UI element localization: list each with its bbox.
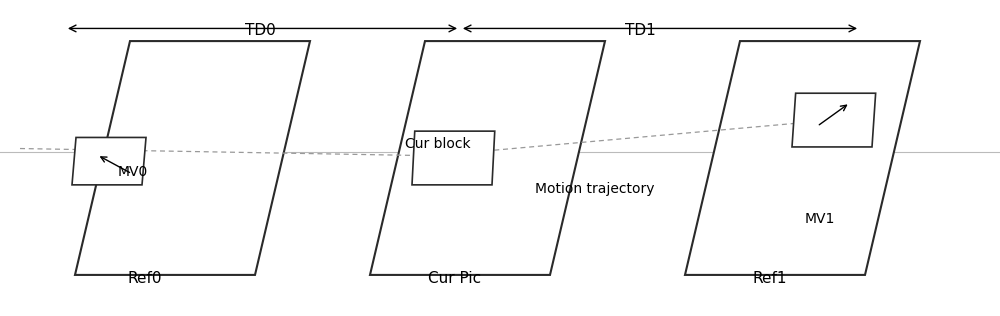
Text: Ref0: Ref0 <box>128 271 162 286</box>
Text: MV0: MV0 <box>118 165 148 179</box>
Polygon shape <box>412 131 495 185</box>
Polygon shape <box>792 93 876 147</box>
Text: Cur block: Cur block <box>405 137 471 151</box>
Text: Cur Pic: Cur Pic <box>428 271 482 286</box>
Text: Ref1: Ref1 <box>753 271 787 286</box>
Text: Motion trajectory: Motion trajectory <box>535 182 654 196</box>
Text: TD1: TD1 <box>625 23 655 38</box>
Polygon shape <box>72 137 146 185</box>
Text: TD0: TD0 <box>245 23 275 38</box>
Polygon shape <box>75 41 310 275</box>
Polygon shape <box>370 41 605 275</box>
Text: MV1: MV1 <box>805 212 835 226</box>
Polygon shape <box>685 41 920 275</box>
